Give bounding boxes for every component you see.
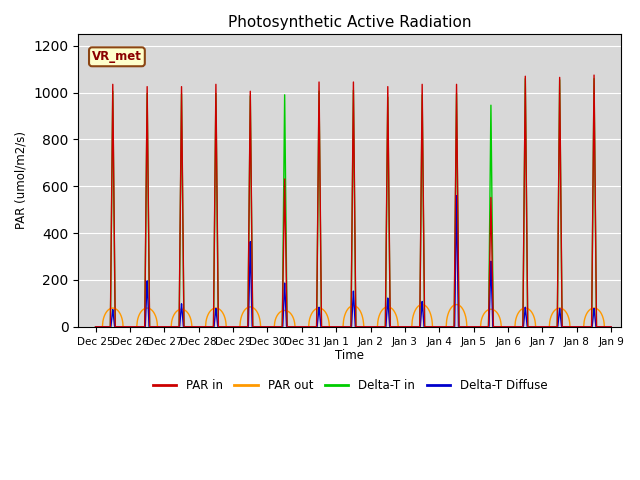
Y-axis label: PAR (umol/m2/s): PAR (umol/m2/s) (15, 132, 28, 229)
Text: VR_met: VR_met (92, 50, 142, 63)
Legend: PAR in, PAR out, Delta-T in, Delta-T Diffuse: PAR in, PAR out, Delta-T in, Delta-T Dif… (148, 374, 552, 397)
X-axis label: Time: Time (335, 349, 364, 362)
Title: Photosynthetic Active Radiation: Photosynthetic Active Radiation (228, 15, 472, 30)
